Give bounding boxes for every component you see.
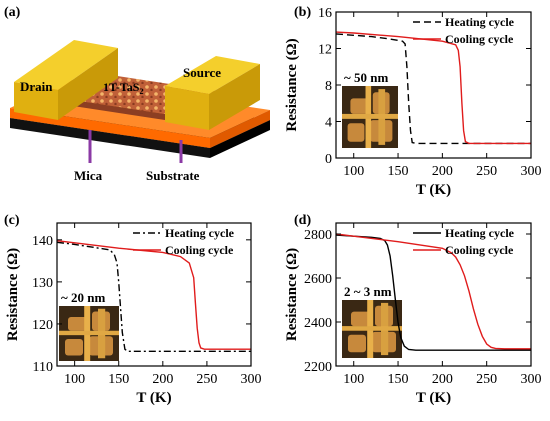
panel-a-label: (a) xyxy=(4,5,21,20)
plot-frame-c xyxy=(56,222,252,367)
y-tick-label-b-12: 12 xyxy=(318,43,332,58)
substrate-label: Substrate xyxy=(146,168,200,183)
panel-b-label: (b) xyxy=(294,5,311,20)
y-tick-label-b-0: 0 xyxy=(325,152,332,167)
plot-frame-d xyxy=(335,222,532,367)
series-line-b-heating xyxy=(335,33,531,145)
x-tick-label-d-100: 100 xyxy=(343,372,364,387)
x-axis-label-b: T (K) xyxy=(416,182,451,198)
crystal-edge xyxy=(60,98,178,122)
x-tick-label-b-150: 150 xyxy=(388,164,409,179)
legend-label-c-cooling: Cooling cycle xyxy=(165,243,234,257)
series-line-b-cooling xyxy=(335,31,531,145)
material-label: 1T-TaS2 xyxy=(103,80,143,96)
y-tick-label-b-4: 4 xyxy=(325,116,332,131)
x-tick-label-c-300: 300 xyxy=(241,372,262,387)
x-axis-label-d: T (K) xyxy=(416,390,451,406)
panel-b: (b) ~ 50 nm 100 150 200 250 300 0 4 8 12 16 T (K) Re… xyxy=(284,5,542,198)
inset-thickness-label-b: ~ 50 nm xyxy=(344,70,388,85)
source-electrode-front xyxy=(165,86,209,130)
legend-label-b-cooling: Cooling cycle xyxy=(445,32,514,46)
y-tick-label-d-2800: 2800 xyxy=(304,228,332,243)
x-tick-label-c-150: 150 xyxy=(108,372,129,387)
y-tick-label-c-120: 120 xyxy=(32,318,53,333)
source-label: Source xyxy=(183,65,221,80)
x-tick-label-b-300: 300 xyxy=(521,164,542,179)
panel-c: (c) ~ 20 nm 100 150 200 250 300 110 120 130 140 T … xyxy=(4,213,262,406)
y-axis-label-b: Resistance (Ω) xyxy=(284,38,300,131)
panel-d: (d) 2 ~ 3 nm 100 150 200 250 300 2200 2400 2600 2… xyxy=(284,213,542,406)
x-tick-label-b-100: 100 xyxy=(343,164,364,179)
x-axis-label-c: T (K) xyxy=(136,390,171,406)
y-tick-label-c-110: 110 xyxy=(33,360,53,375)
x-tick-label-d-150: 150 xyxy=(388,372,409,387)
panel-d-label: (d) xyxy=(294,213,311,228)
mica-layer-side xyxy=(210,110,270,148)
panel-c-label: (c) xyxy=(4,213,20,228)
y-tick-label-d-2600: 2600 xyxy=(304,272,332,287)
drain-electrode-front xyxy=(14,82,58,120)
y-tick-label-d-2400: 2400 xyxy=(304,316,332,331)
inset-image-b xyxy=(342,86,398,148)
drain-label: Drain xyxy=(20,79,53,94)
x-tick-label-b-250: 250 xyxy=(476,164,497,179)
legend-label-d-heating: Heating cycle xyxy=(445,226,515,240)
inset-image-c xyxy=(59,306,119,361)
y-tick-label-c-140: 140 xyxy=(32,234,53,249)
inset-thickness-label-c: ~ 20 nm xyxy=(61,290,105,305)
legend-label-b-heating: Heating cycle xyxy=(445,15,515,29)
panel-a: (a) Drain Source 1T-TaS2 xyxy=(4,5,270,183)
y-tick-label-b-16: 16 xyxy=(318,6,332,21)
y-axis-label-c: Resistance (Ω) xyxy=(5,248,21,341)
y-tick-label-d-2200: 2200 xyxy=(304,360,332,375)
substrate-side xyxy=(210,120,270,158)
x-tick-label-d-300: 300 xyxy=(521,372,542,387)
drain-electrode-top xyxy=(14,40,118,90)
source-electrode-top xyxy=(165,56,260,94)
series-line-c-cooling xyxy=(56,240,251,350)
series-line-d-heating xyxy=(335,234,531,351)
inset-thickness-label-d: 2 ~ 3 nm xyxy=(344,284,392,299)
series-line-d-cooling xyxy=(335,233,531,350)
x-tick-label-c-200: 200 xyxy=(152,372,173,387)
legend-label-c-heating: Heating cycle xyxy=(165,226,235,240)
x-tick-label-d-250: 250 xyxy=(476,372,497,387)
y-tick-label-b-8: 8 xyxy=(325,79,332,94)
drain-electrode-side xyxy=(58,48,118,120)
legend-label-d-cooling: Cooling cycle xyxy=(445,243,514,257)
x-tick-label-d-200: 200 xyxy=(432,372,453,387)
x-tick-label-b-200: 200 xyxy=(432,164,453,179)
substrate-front xyxy=(10,118,210,158)
x-tick-label-c-100: 100 xyxy=(64,372,85,387)
source-electrode-side xyxy=(209,64,260,130)
y-axis-label-d: Resistance (Ω) xyxy=(284,248,300,341)
y-tick-label-c-130: 130 xyxy=(32,276,53,291)
inset-image-d xyxy=(342,300,402,358)
mica-label: Mica xyxy=(74,168,103,183)
x-tick-label-c-250: 250 xyxy=(196,372,217,387)
